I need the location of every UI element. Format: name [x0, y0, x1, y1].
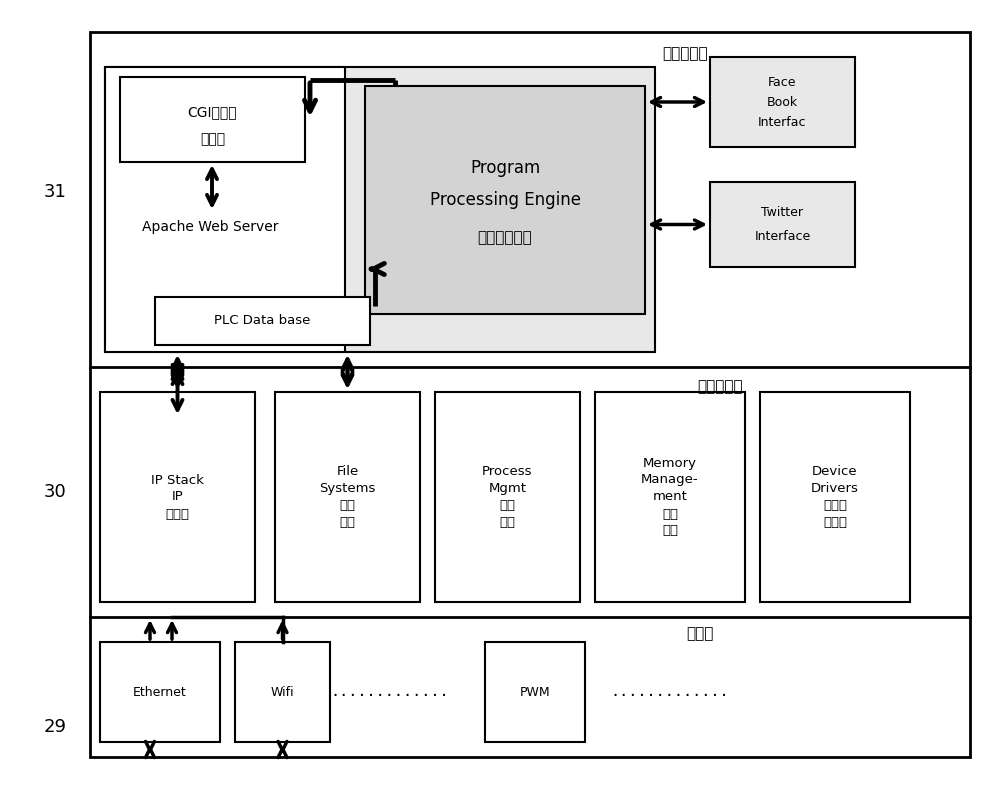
Text: Ethernet: Ethernet: [133, 686, 187, 699]
Text: Wifi: Wifi: [271, 686, 294, 699]
Text: Processing Engine: Processing Engine: [430, 191, 580, 209]
Text: Program: Program: [470, 159, 540, 177]
Bar: [105, 67, 345, 352]
Text: Process
Mgmt
过程
管理: Process Mgmt 过程 管理: [482, 465, 533, 529]
Bar: [710, 57, 855, 147]
Text: IP Stack
IP
协议栈: IP Stack IP 协议栈: [151, 473, 204, 520]
Text: 30: 30: [44, 483, 66, 501]
Text: File
Systems
文件
系统: File Systems 文件 系统: [319, 465, 376, 529]
Bar: [435, 392, 580, 602]
Text: 31: 31: [44, 183, 66, 201]
Text: Book: Book: [767, 95, 798, 108]
Text: Apache Web Server: Apache Web Server: [142, 220, 278, 234]
Bar: [275, 392, 420, 602]
Text: Device
Drivers
硬件驱
动程序: Device Drivers 硬件驱 动程序: [811, 465, 859, 529]
Text: Interface: Interface: [754, 230, 811, 243]
Text: PWM: PWM: [520, 686, 550, 699]
Bar: [485, 642, 585, 742]
Bar: [105, 67, 655, 352]
Text: Interfac: Interfac: [758, 115, 807, 128]
Text: 计算引擎程序: 计算引擎程序: [478, 230, 532, 245]
Text: Twitter: Twitter: [762, 206, 803, 219]
Text: .............: .............: [331, 684, 449, 699]
Text: 操作系统层: 操作系统层: [697, 379, 743, 395]
Bar: [365, 86, 645, 314]
Text: 应用程序层: 应用程序层: [662, 47, 708, 62]
Text: PLC Data base: PLC Data base: [214, 314, 311, 327]
Text: Face: Face: [768, 75, 797, 88]
Bar: [100, 642, 220, 742]
Bar: [90, 32, 970, 757]
Text: 29: 29: [44, 718, 66, 736]
Text: 硬件层: 硬件层: [686, 626, 714, 642]
Bar: [710, 182, 855, 267]
Text: .............: .............: [611, 684, 729, 699]
Bar: [595, 392, 745, 602]
Bar: [100, 392, 255, 602]
Bar: [155, 297, 370, 345]
Bar: [760, 392, 910, 602]
Text: 关接口: 关接口: [200, 132, 225, 147]
Text: Memory
Manage-
ment
内存
管理: Memory Manage- ment 内存 管理: [641, 456, 699, 537]
Bar: [235, 642, 330, 742]
Text: CGI共有网: CGI共有网: [188, 106, 237, 119]
Bar: [120, 77, 305, 162]
